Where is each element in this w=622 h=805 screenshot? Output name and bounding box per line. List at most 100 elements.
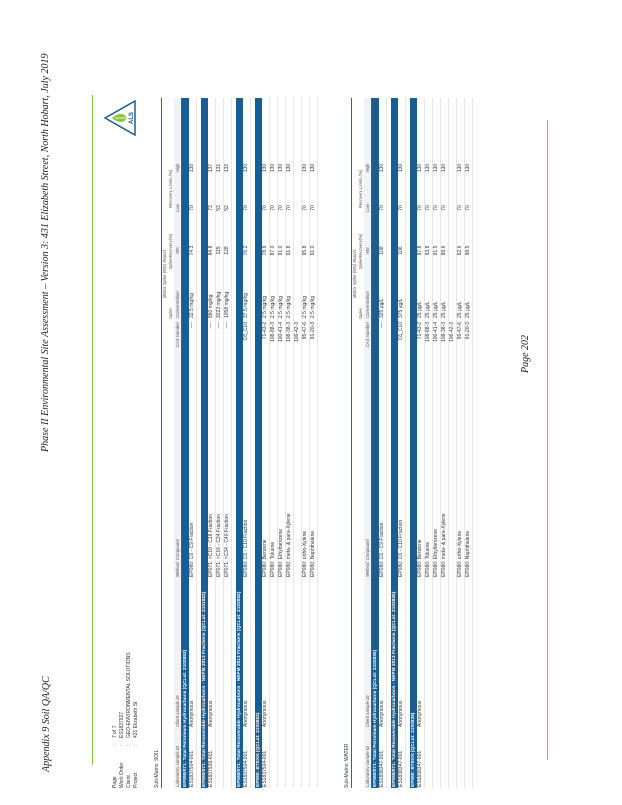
cell-low: 70 <box>398 205 404 211</box>
cell-high <box>449 148 456 188</box>
right-rule <box>547 120 548 760</box>
cell-ms: 97.8 <box>417 245 423 256</box>
cell-lab <box>310 727 317 788</box>
column-header-method: Method: Compound <box>175 539 180 577</box>
cell-lab <box>302 727 309 788</box>
cell-cas: 100-41-4 <box>278 322 284 343</box>
cell-client <box>278 577 285 727</box>
cell-method <box>449 377 456 577</box>
cell-method: EP080: ortho-Xylene <box>457 530 463 577</box>
cell-method: EP071: >C34 - C40 Fraction <box>224 514 230 577</box>
cell-lab <box>457 727 464 788</box>
table-row: ES1838347-001 Anonymous EP080: C6 - C10 Fr… <box>398 98 406 788</box>
meta-key: Project <box>133 772 139 788</box>
cell-conc: 25 µg/L <box>425 301 431 318</box>
cell-conc: 25 µg/L <box>441 301 447 318</box>
cell-conc: 25 µg/L <box>433 301 439 318</box>
meta-row: Work Order: ES1837927 <box>119 711 125 788</box>
table-row: ES1837504-001 Anonymous EP080: Benzene 71-4… <box>262 98 270 788</box>
cell-lab <box>278 727 285 788</box>
cell-conc: 375 µg/L <box>398 298 404 318</box>
cell-method: EP080: Toluene <box>270 541 276 577</box>
column-header-ms: MS <box>175 247 180 254</box>
cell-lab <box>441 727 448 788</box>
cell-method: EP080: Benzene <box>417 539 423 577</box>
cell-client <box>216 577 223 727</box>
cell-ms: 128 <box>224 246 230 255</box>
column-header-client: Client sample ID <box>365 695 370 727</box>
cell-ms: 91.0 <box>278 245 284 256</box>
cell-client <box>465 577 472 727</box>
cell-method: EP080: Toluene <box>425 541 431 577</box>
cell-method: EP071: >C10 - C16 Fraction <box>208 514 214 577</box>
cell-low: 70 <box>379 205 385 211</box>
cell-high: 130 <box>270 163 276 173</box>
cell-high <box>294 148 301 188</box>
cell-lab: ES1838347-001 <box>379 750 385 787</box>
cell-cas: 100-41-4 <box>433 322 439 343</box>
meta-value: ES1837927 <box>119 711 125 738</box>
cell-lab <box>224 727 231 788</box>
cell-cas: 71-43-2 <box>417 322 423 340</box>
column-header-conc: Concentration <box>365 291 370 318</box>
meta-value: 7 of 7 <box>112 725 118 738</box>
meta-key: Page <box>112 776 118 788</box>
cell-ms: 108 <box>379 246 385 255</box>
logo-text: ALS <box>129 112 135 124</box>
appendix-label: Appendix 9 Soil QA/QC <box>41 676 52 772</box>
cell-lab: ES1837504-001 <box>189 750 195 787</box>
cell-method: EP080: C6 - C9 Fraction <box>379 522 385 577</box>
cell-ms: 76.2 <box>243 245 249 256</box>
table-row: EP080: Ethylbenzene 100-41-4 2.5 mg/kg 91.0… <box>278 98 286 788</box>
cell-method: EP080: C6 - C10 Fraction <box>398 519 404 577</box>
cell-high: 130 <box>417 163 423 173</box>
table-row: ES1837928-001 Anonymous EP071: >C10 - C16 … <box>208 98 216 788</box>
cell-client <box>286 577 293 727</box>
cell-cas: 95-47-6 <box>302 322 308 340</box>
cell-cas: 108-88-3 <box>270 322 276 343</box>
cell-cas: 108-38-3 <box>441 322 447 343</box>
cell-client: Anonymous <box>189 700 195 727</box>
table-row: EP080: Naphthalene 91-20-3 25 µg/L 98.5 70 13… <box>465 98 473 788</box>
cell-client: Anonymous <box>398 700 404 727</box>
cell-high: 130 <box>379 163 385 173</box>
column-header-conc: Concentration <box>175 291 180 318</box>
cell-low: 73 <box>208 205 214 211</box>
page-number: Page 202 <box>520 334 531 373</box>
meta-value: GEO-ENVIRONMENTAL SOLUTIONS <box>126 652 132 738</box>
table-row: 106-42-3 <box>449 98 457 788</box>
cell-lab <box>433 727 440 788</box>
meta-row: Client: GEO-ENVIRONMENTAL SOLUTIONS <box>126 652 132 788</box>
cell-ms: 74.3 <box>189 245 195 256</box>
cell-method: EP080: meta- & para-Xylene <box>286 513 292 577</box>
cell-client <box>294 577 301 727</box>
table-row: EP080: Ethylbenzene 100-41-4 25 µg/L 91.5 70… <box>433 98 441 788</box>
cell-lab: ES1837504-001 <box>243 750 249 787</box>
cell-lab <box>270 727 277 788</box>
table-row: EP080: meta- & para-Xylene 108-38-3 25 µg/… <box>441 98 449 788</box>
cell-cas: ---- <box>208 322 214 329</box>
cell-low <box>449 188 456 228</box>
cell-conc <box>294 273 301 318</box>
cell-method <box>294 377 301 577</box>
als-logo: ALS <box>104 100 136 136</box>
soil-table: Sub-Matrix: SOIL Matrix Spike (MS) Report… <box>154 98 322 788</box>
table-row: ES1837504-001 Anonymous EP080: C6 - C10 Fr… <box>243 98 251 788</box>
cell-ms <box>449 228 456 273</box>
column-header-lab: Laboratory sample ID <box>175 745 180 787</box>
report-meta: Page:7 of 7 Work Order: ES1837927 Client:… <box>112 652 140 788</box>
cell-lab <box>216 727 223 788</box>
cell-conc: 860 mg/kg <box>208 294 214 318</box>
section-title: EP080: BTEXN (QCLot: 2103835) <box>410 98 417 788</box>
cell-client: Anonymous <box>379 700 385 727</box>
cell-ms: 78.9 <box>262 245 268 256</box>
column-header-high: High <box>175 163 180 173</box>
table-row: EP080: Toluene 108-88-3 2.5 mg/kg 87.0 70 130 <box>270 98 278 788</box>
cell-method: EP080: Ethylbenzene <box>278 528 284 577</box>
column-header-ms: MS <box>365 247 370 254</box>
cell-low: 70 <box>243 205 249 211</box>
cell-conc: 25 µg/L <box>417 301 423 318</box>
cell-low: 70 <box>465 205 471 211</box>
cell-low: 70 <box>270 205 276 211</box>
cell-method: EP080: Benzene <box>262 539 268 577</box>
